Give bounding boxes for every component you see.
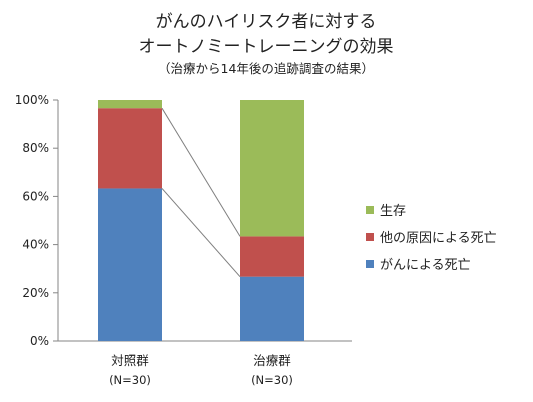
y-tick-label: 0%: [30, 334, 49, 348]
y-tick-label: 40%: [22, 238, 49, 252]
category-sublabel: (N=30): [109, 373, 151, 387]
bar-segment: [240, 100, 304, 237]
bars: [98, 100, 304, 341]
category-label: 治療群: [253, 353, 291, 368]
connector-lines: [161, 107, 241, 277]
bar-segment: [240, 236, 304, 277]
legend-label: 他の原因による死亡: [380, 231, 497, 246]
y-tick-label: 60%: [22, 189, 49, 203]
connector-line: [161, 188, 241, 277]
chart-subtitle: （治療から14年後の追跡調査の結果）: [158, 61, 374, 76]
y-tick-label: 80%: [22, 141, 49, 155]
legend-swatch: [366, 260, 374, 268]
legend-label: がんによる死亡: [380, 258, 471, 273]
connector-line: [161, 107, 241, 237]
bar-segment: [98, 108, 162, 189]
bar-segment: [98, 188, 162, 341]
category-label: 対照群: [111, 353, 149, 368]
y-tick-label: 20%: [22, 286, 49, 300]
y-tick-label: 100%: [15, 93, 49, 107]
chart-title-line-2: オートノミートレーニングの効果: [139, 37, 394, 57]
bar-segment: [240, 276, 304, 341]
bar-segment: [98, 100, 162, 109]
legend-swatch: [366, 233, 374, 241]
chart-title-line-1: がんのハイリスク者に対する: [156, 12, 377, 32]
category-labels: 対照群 (N=30) 治療群 (N=30): [109, 353, 293, 387]
chart-title: がんのハイリスク者に対する オートノミートレーニングの効果 （治療から14年後の…: [139, 12, 394, 76]
legend-label: 生存: [380, 204, 406, 219]
legend-swatch: [366, 206, 374, 214]
category-sublabel: (N=30): [251, 373, 293, 387]
